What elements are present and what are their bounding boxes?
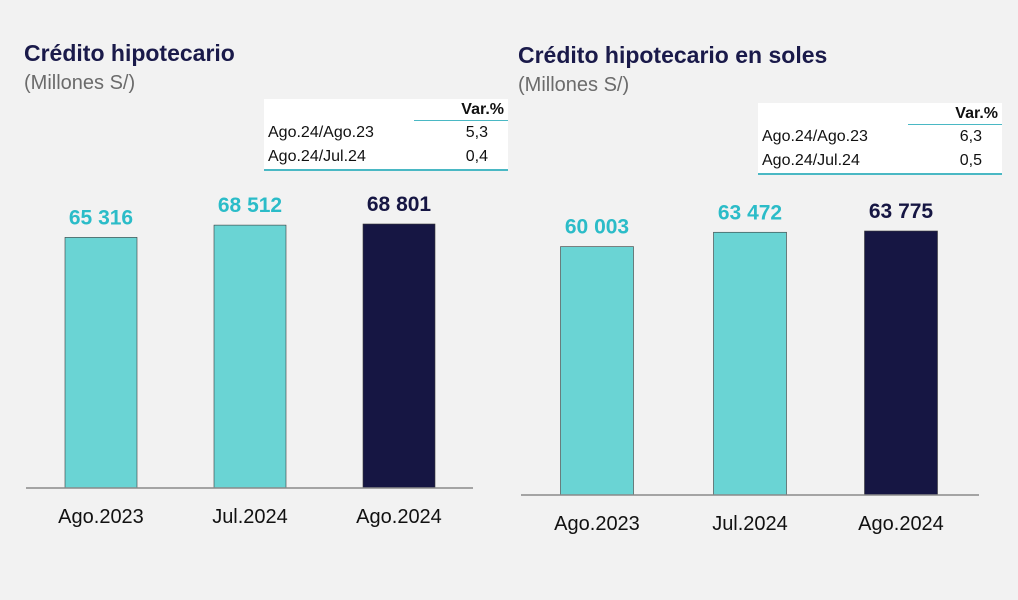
chart-panel-left: Crédito hipotecario (Millones S/) Var.% …	[24, 40, 508, 528]
variation-header: Var.%	[414, 99, 508, 121]
chart-subtitle: (Millones S/)	[24, 72, 136, 94]
variation-table: Var.% Ago.24/Ago.23 5,3 Ago.24/Jul.24 0,…	[264, 99, 508, 171]
data-label: 63 472	[718, 201, 782, 224]
chart-subtitle: (Millones S/)	[518, 74, 630, 96]
chart-panel-right: Crédito hipotecario en soles (Millones S…	[509, 0, 1018, 600]
variation-label: Ago.24/Jul.24	[264, 145, 414, 171]
data-label: 68 801	[367, 193, 432, 216]
data-label: 65 316	[69, 206, 133, 229]
variation-value: 0,5	[908, 149, 1002, 175]
bar	[560, 246, 634, 496]
variation-value: 6,3	[959, 128, 982, 145]
variation-label: Ago.24/Jul.24	[758, 149, 908, 175]
x-tick-label: Jul.2024	[712, 513, 788, 535]
x-tick-label: Ago.2023	[554, 513, 640, 535]
variation-value: 5,3	[465, 124, 488, 141]
variation-row: Ago.24/Jul.24 0,4	[264, 145, 508, 171]
bar	[362, 223, 436, 489]
x-tick-label: Ago.2023	[58, 506, 144, 528]
bar	[713, 231, 787, 496]
variation-table-header: Var.%	[758, 103, 1002, 125]
variation-row: Ago.24/Ago.23 6,3	[758, 125, 1002, 150]
bar-chart: 60 003 Ago.2023 63 472 Jul.2024 63 775 Ago.20…	[521, 200, 979, 535]
data-label: 63 775	[869, 200, 934, 223]
bar	[213, 224, 287, 489]
chart-title: Crédito hipotecario en soles	[518, 42, 828, 68]
bar-chart: 65 316 Ago.2023 68 512 Jul.2024 68 801 Ago.20…	[26, 193, 473, 528]
variation-table: Var.% Ago.24/Ago.23 6,3 Ago.24/Jul.24 0,…	[758, 103, 1002, 175]
chart-title: Crédito hipotecario	[24, 40, 235, 66]
data-label: 68 512	[218, 194, 282, 217]
variation-value: 0,4	[414, 145, 508, 171]
x-tick-label: Jul.2024	[212, 506, 288, 528]
variation-table-header: Var.%	[264, 99, 508, 121]
variation-header: Var.%	[908, 103, 1002, 125]
x-tick-label: Ago.2024	[858, 513, 944, 535]
variation-label: Ago.24/Ago.23	[268, 123, 374, 141]
variation-label: Ago.24/Ago.23	[762, 127, 868, 145]
data-label: 60 003	[565, 216, 629, 239]
x-tick-label: Ago.2024	[356, 506, 442, 528]
variation-row: Ago.24/Jul.24 0,5	[758, 149, 1002, 175]
variation-row: Ago.24/Ago.23 5,3	[264, 121, 508, 146]
bar	[864, 230, 938, 496]
bar	[64, 237, 138, 489]
